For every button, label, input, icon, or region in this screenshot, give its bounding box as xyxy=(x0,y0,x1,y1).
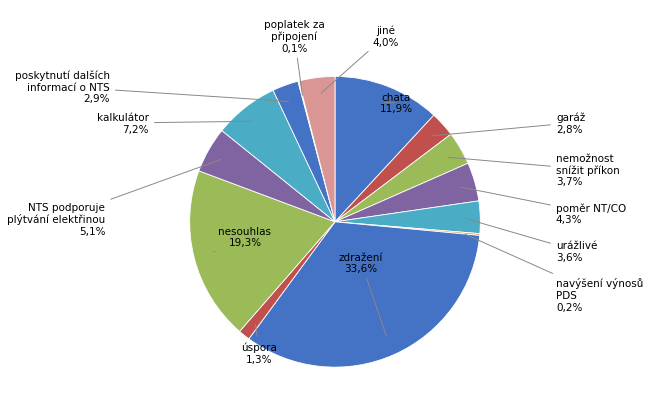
Text: poměr NT/CO
4,3%: poměr NT/CO 4,3% xyxy=(461,188,626,225)
Wedge shape xyxy=(222,91,335,222)
Text: chata
11,9%: chata 11,9% xyxy=(379,93,413,114)
Text: poplatek za
připojení
0,1%: poplatek za připojení 0,1% xyxy=(264,20,325,96)
Text: navýšení výnosů
PDS
0,2%: navýšení výnosů PDS 0,2% xyxy=(465,235,643,312)
Text: poskytnutí dalších
informací o NTS
2,9%: poskytnutí dalších informací o NTS 2,9% xyxy=(15,71,289,104)
Wedge shape xyxy=(335,201,480,234)
Wedge shape xyxy=(190,171,335,332)
Text: NTS podporuje
plýtvání elektřinou
5,1%: NTS podporuje plýtvání elektřinou 5,1% xyxy=(7,160,221,237)
Text: kalkulátor
7,2%: kalkulátor 7,2% xyxy=(97,113,253,134)
Wedge shape xyxy=(199,131,335,222)
Wedge shape xyxy=(335,135,468,222)
Wedge shape xyxy=(240,222,335,339)
Wedge shape xyxy=(335,77,433,222)
Text: jiné
4,0%: jiné 4,0% xyxy=(321,26,399,94)
Text: nemožnost
snížit příkon
3,7%: nemožnost snížit příkon 3,7% xyxy=(448,153,620,187)
Text: úspora
1,3%: úspora 1,3% xyxy=(241,324,277,364)
Wedge shape xyxy=(298,82,335,222)
Text: zdražení
33,6%: zdražení 33,6% xyxy=(339,252,387,336)
Text: garáž
2,8%: garáž 2,8% xyxy=(433,113,585,136)
Wedge shape xyxy=(299,77,335,222)
Wedge shape xyxy=(249,222,480,367)
Text: nesouhlas
19,3%: nesouhlas 19,3% xyxy=(214,226,271,252)
Wedge shape xyxy=(335,164,479,222)
Text: urážlivé
3,6%: urážlivé 3,6% xyxy=(466,219,597,262)
Wedge shape xyxy=(335,222,480,236)
Wedge shape xyxy=(273,82,335,222)
Wedge shape xyxy=(335,116,451,222)
